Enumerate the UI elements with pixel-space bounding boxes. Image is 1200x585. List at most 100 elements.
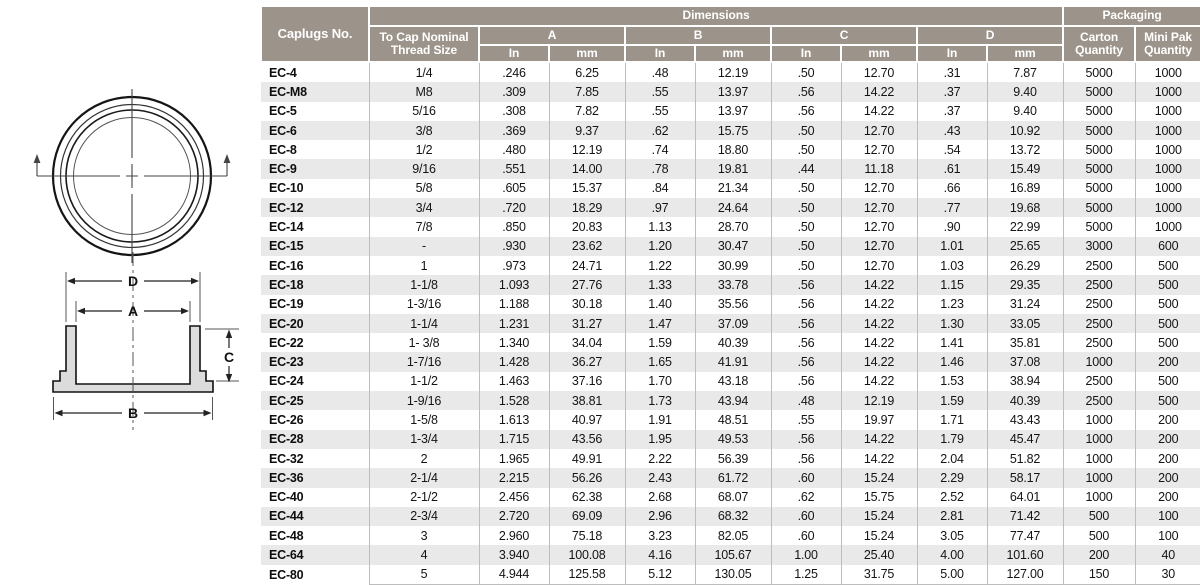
table-row: EC-80 5 4.944 125.58 5.12 130.05 1.25 31.75 5.00… <box>261 564 1200 585</box>
cell-b_in: 1.59 <box>625 333 696 353</box>
cell-b_in: 1.95 <box>625 429 696 449</box>
header-dim-d: D <box>915 25 1065 46</box>
cell-no: EC-5 <box>261 101 370 121</box>
cell-carton: 5000 <box>1063 62 1136 83</box>
cell-b_in: 1.73 <box>625 391 696 411</box>
cell-c_in: .56 <box>771 82 842 102</box>
cell-thread: 1/2 <box>369 140 480 160</box>
header-c-in: In <box>770 44 842 63</box>
cell-c_in: .50 <box>771 255 842 276</box>
cell-d_in: 4.00 <box>917 545 988 565</box>
table-row: EC-8 1/2.480 12.19.74 18.80.50 12.70.54 13.72… <box>261 140 1200 160</box>
cell-b_mm: 12.19 <box>695 62 772 83</box>
cell-c_mm: 12.70 <box>841 217 918 237</box>
cell-mini_pak: 1000 <box>1154 84 1182 99</box>
cap-top-view <box>33 89 231 263</box>
cell-d_mm: 22.99 <box>987 217 1064 237</box>
header-carton-qty: Carton Quantity <box>1062 25 1137 63</box>
cell-c_in: .56 <box>771 313 842 334</box>
table-row: EC-44 2-3/4 2.720 69.09 2.96 68.32.60 15.24 2.8… <box>261 506 1200 527</box>
cell-a_in: .605 <box>479 178 550 199</box>
cell-d_mm: 7.87 <box>987 62 1064 83</box>
cell-c_mm: 11.18 <box>841 159 918 179</box>
section-arrow-left <box>33 154 41 163</box>
table-row: EC-64 4 3.940 100.08 4.16 105.67 1.00 25.40 4.00… <box>261 545 1200 565</box>
cell-b_in: 2.68 <box>625 487 696 507</box>
table-row: EC-25 1-9/16 1.528 38.81 1.73 43.94.48 12.19 1.… <box>261 391 1200 411</box>
cell-carton: 150 <box>1063 564 1136 585</box>
cell-a_in: 1.188 <box>479 294 550 314</box>
cell-a_in: .720 <box>479 198 550 218</box>
cell-a_in: 1.231 <box>479 313 550 334</box>
cell-thread: 1-7/16 <box>369 352 480 372</box>
dim-label-b: B <box>128 405 138 421</box>
cell-thread: 9/16 <box>369 159 480 179</box>
cell-carton: 5000 <box>1063 101 1136 121</box>
cell-no: EC-18 <box>261 275 370 295</box>
cell-b_in: 1.33 <box>625 275 696 295</box>
cell-a_mm: 34.04 <box>549 333 626 353</box>
cell-b_in: 1.40 <box>625 294 696 314</box>
cell-a_in: .973 <box>479 255 550 276</box>
table-row: EC-4 1/4.246 6.25.48 12.19.50 12.70.31 7.87 50… <box>261 62 1200 83</box>
header-dimensions: Dimensions <box>367 5 1065 27</box>
cell-d_mm: 37.08 <box>987 352 1064 372</box>
cell-c_in: 1.25 <box>771 564 842 585</box>
cell-a_in: .308 <box>479 101 550 121</box>
cell-mini_pak: 200 <box>1158 451 1179 466</box>
cell-c_mm: 14.22 <box>841 313 918 334</box>
cell-thread: 5 <box>369 564 480 585</box>
cell-thread: 1-1/2 <box>369 371 480 392</box>
cell-a_mm: 23.62 <box>549 236 626 256</box>
table-row: EC-26 1-5/8 1.613 40.97 1.91 48.51.55 19.97 1.7… <box>261 410 1200 430</box>
cell-a_mm: 20.83 <box>549 217 626 237</box>
cell-d_in: 2.81 <box>917 506 988 527</box>
cell-a_mm: 30.18 <box>549 294 626 314</box>
cell-no: EC-4 <box>261 62 370 83</box>
header-a-in: In <box>478 44 550 63</box>
cell-mini_pak: 30 <box>1135 564 1200 585</box>
cell-mini_pak: 500 <box>1158 277 1179 292</box>
cell-d_in: .61 <box>917 159 988 179</box>
cell-b_in: 1.47 <box>625 313 696 334</box>
cell-thread: 2-3/4 <box>369 506 480 527</box>
cell-b_in: 3.23 <box>625 526 696 546</box>
cell-thread: 5/16 <box>369 101 480 121</box>
cell-b_mm: 61.72 <box>695 468 772 488</box>
cell-d_mm: 40.39 <box>987 391 1064 411</box>
cell-a_in: 1.715 <box>479 429 550 449</box>
cell-no: EC-16 <box>261 255 370 276</box>
cell-b_mm: 43.94 <box>695 391 772 411</box>
cell-b_mm: 49.53 <box>695 429 772 449</box>
cell-b_mm: 33.78 <box>695 275 772 295</box>
header-minipak-qty: Mini Pak Quantity <box>1134 25 1200 63</box>
cell-c_mm: 12.70 <box>841 140 918 160</box>
cell-a_in: .309 <box>479 82 550 102</box>
cell-thread: M8 <box>369 82 480 102</box>
cell-d_mm: 19.68 <box>987 198 1064 218</box>
cell-c_in: .56 <box>771 429 842 449</box>
arrowhead <box>225 374 233 383</box>
cell-c_in: .60 <box>771 526 842 546</box>
cell-d_in: 2.04 <box>917 448 988 469</box>
cell-a_mm: 69.09 <box>549 506 626 527</box>
cell-no: EC-8 <box>261 140 370 160</box>
cell-carton: 1000 <box>1063 352 1136 372</box>
cell-c_in: .48 <box>771 391 842 411</box>
cell-b_in: 1.13 <box>625 217 696 237</box>
cell-c_in: .50 <box>771 217 842 237</box>
cell-c_in: .50 <box>771 62 842 83</box>
cell-no: EC-25 <box>261 391 370 411</box>
cell-mini_pak: 200 <box>1158 470 1179 485</box>
cell-c_mm: 12.70 <box>841 255 918 276</box>
cell-c_in: 1.00 <box>771 545 842 565</box>
cell-carton: 5000 <box>1063 198 1136 218</box>
table-row: EC-19 1-3/16 1.188 30.18 1.40 35.56.56 14.22 1.… <box>261 294 1200 314</box>
cell-d_in: 1.41 <box>917 333 988 353</box>
cell-c_mm: 14.22 <box>841 371 918 392</box>
cell-c_mm: 14.22 <box>841 294 918 314</box>
header-thread-size: To Cap Nominal Thread Size <box>368 25 480 63</box>
cell-a_mm: 38.81 <box>549 391 626 411</box>
cell-d_in: 1.15 <box>917 275 988 295</box>
cell-c_mm: 19.97 <box>841 410 918 430</box>
